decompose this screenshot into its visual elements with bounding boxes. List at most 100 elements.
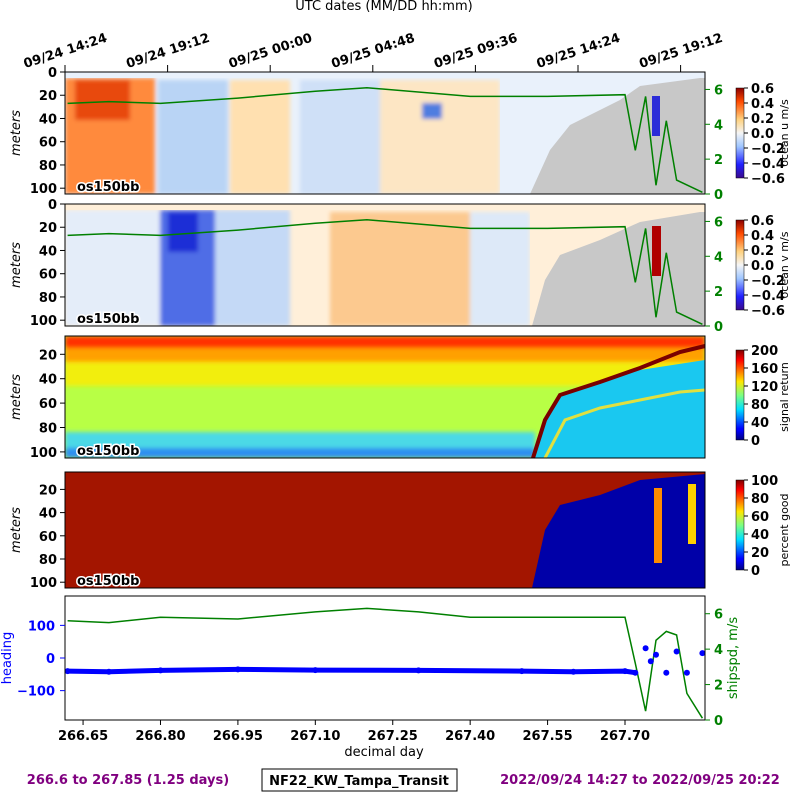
ocean-u-cold-band [158, 80, 228, 194]
signal-return-instrument-label: os150bb [77, 444, 139, 459]
ocean-u-orange-band [230, 80, 290, 194]
decimal-day-tick-label: 267.70 [600, 729, 650, 744]
top-axis-title: UTC dates (MM/DD hh:mm) [295, 0, 472, 14]
shipspd-tick-label: 0 [714, 714, 723, 729]
depth-tick-label: 20 [39, 221, 57, 236]
colorbar-tick-label: 0 [751, 564, 760, 579]
signal-return-bottom-blue [65, 448, 535, 458]
ocean-v-west-pale [65, 210, 160, 326]
signal-return-ylabel: meters [9, 374, 24, 420]
depth-tick-label: 20 [39, 89, 57, 104]
colorbar-tick-label: 0.6 [751, 214, 774, 229]
percent-good-colorbar [735, 479, 745, 571]
ocean-u-no-data [530, 78, 705, 194]
colorbar-tick-label: 200 [751, 344, 778, 359]
signal-return-bottom-echo [531, 344, 706, 459]
percent-good-stripe-a [654, 488, 662, 563]
ocean-u-y-ticks: 0 20 40 60 80 100 [30, 66, 65, 197]
colorbar-tick-label: 100 [751, 474, 778, 489]
shipspd-right-ticks: 6 4 2 0 [705, 608, 723, 729]
ocean-v-field [65, 210, 530, 326]
shipspd-line [67, 607, 704, 719]
colorbar-tick-label: 0.6 [751, 82, 774, 97]
right-tick-label: 0 [714, 188, 723, 203]
decimal-day-tick-label: 267.10 [290, 729, 340, 744]
ocean-v-instrument-label: os150bb [77, 312, 139, 327]
colorbar-tick-label: −0.6 [751, 304, 785, 319]
ocean-v-y-ticks: 0 20 40 60 80 100 [30, 198, 65, 329]
decimal-day-label: decimal day [344, 745, 424, 760]
heading-tick-label: −100 [17, 685, 55, 700]
colorbar-tick-label: −0.4 [751, 289, 785, 304]
ocean-u-blue-spot [422, 103, 442, 119]
colorbar-tick-label: −0.4 [751, 157, 785, 172]
heading-point [570, 668, 577, 675]
ocean-u-mid-cool [300, 80, 380, 194]
top-axis-ticks: 09/24 14:24 09/24 19:12 09/25 00:00 09/25 0… [22, 31, 725, 72]
colorbar-tick-label: 0 [751, 434, 760, 449]
signal-return-colorbar [735, 349, 745, 441]
depth-tick-label: 80 [39, 422, 57, 437]
heading-point [105, 668, 112, 675]
right-tick-label: 2 [714, 285, 723, 300]
depth-tick-label: 100 [30, 182, 57, 197]
heading-point [622, 668, 628, 675]
depth-tick-label: 60 [39, 136, 57, 151]
ocean-v-shipspd-line [67, 218, 703, 325]
colorbar-tick-label: 0.4 [751, 97, 774, 112]
percent-good-stripe-b [688, 484, 696, 544]
ocean-u-field [65, 78, 500, 194]
ocean-v-light-blue [215, 210, 290, 326]
depth-tick-label: 80 [39, 553, 57, 568]
heading-point [234, 666, 241, 673]
ocean-u-colorbar-ticks: 0.60.40.20.0−0.2−0.4−0.6 [744, 82, 785, 187]
depth-tick-label: 40 [39, 507, 57, 522]
footer-utc-range: 2022/09/24 14:27 to 2022/09/25 20:22 [500, 773, 780, 788]
depth-tick-label: 20 [39, 348, 57, 363]
heading-ylabel: heading [0, 632, 15, 685]
ocean-u-right-ticks: 0 2 4 6 [705, 83, 723, 203]
ocean-v-east-pale [470, 212, 530, 326]
heading-point [415, 667, 422, 674]
heading-point [312, 667, 319, 674]
ocean-u-colorbar [735, 87, 745, 179]
colorbar-tick-label: 0.2 [751, 112, 774, 127]
depth-tick-label: 60 [39, 530, 57, 545]
ocean-v-deep-blue [168, 212, 198, 252]
depth-tick-label: 0 [48, 198, 57, 213]
shipspd-tick-label: 6 [714, 608, 723, 623]
shipspd-ylabel: shipspd, m/s [726, 617, 741, 699]
colorbar-tick-label: 20 [751, 546, 769, 561]
depth-tick-label: 100 [30, 576, 57, 591]
signal-return-colorbar-ticks: 200 160 120 80 40 0 [744, 344, 778, 449]
colorbar-tick-label: 0.0 [751, 259, 774, 274]
shipspd-tick-label: 4 [714, 643, 723, 658]
signal-return-secondary-echo [543, 388, 706, 459]
depth-tick-label: 40 [39, 373, 57, 388]
colorbar-tick-label: 40 [751, 528, 769, 543]
heading-line [67, 666, 636, 676]
ocean-v-frame [64, 203, 706, 327]
colorbar-tick-label: 0.0 [751, 127, 774, 142]
colorbar-tick-label: −0.2 [751, 142, 785, 157]
heading-shipspd-series [64, 607, 706, 719]
heading-point [518, 668, 525, 675]
shipspd-tick-label: 2 [714, 679, 723, 694]
ocean-v-ylabel: meters [9, 242, 24, 288]
decimal-day-tick-label: 266.80 [135, 729, 185, 744]
depth-tick-label: 60 [39, 397, 57, 412]
depth-tick-label: 80 [39, 291, 57, 306]
right-tick-label: 6 [714, 83, 723, 98]
heading-point [647, 658, 654, 665]
heading-point [642, 645, 649, 652]
depth-tick-label: 100 [30, 446, 57, 461]
footer-day-range: 266.6 to 267.85 (1.25 days) [27, 773, 229, 788]
colorbar-tick-label: 0.4 [751, 229, 774, 244]
ocean-v-colorbar [735, 219, 745, 311]
depth-tick-label: 40 [39, 112, 57, 127]
signal-return-surface-red [65, 336, 705, 348]
signal-return-shallow-cyan [533, 360, 705, 458]
depth-tick-label: 80 [39, 159, 57, 174]
depth-tick-label: 0 [48, 66, 57, 81]
